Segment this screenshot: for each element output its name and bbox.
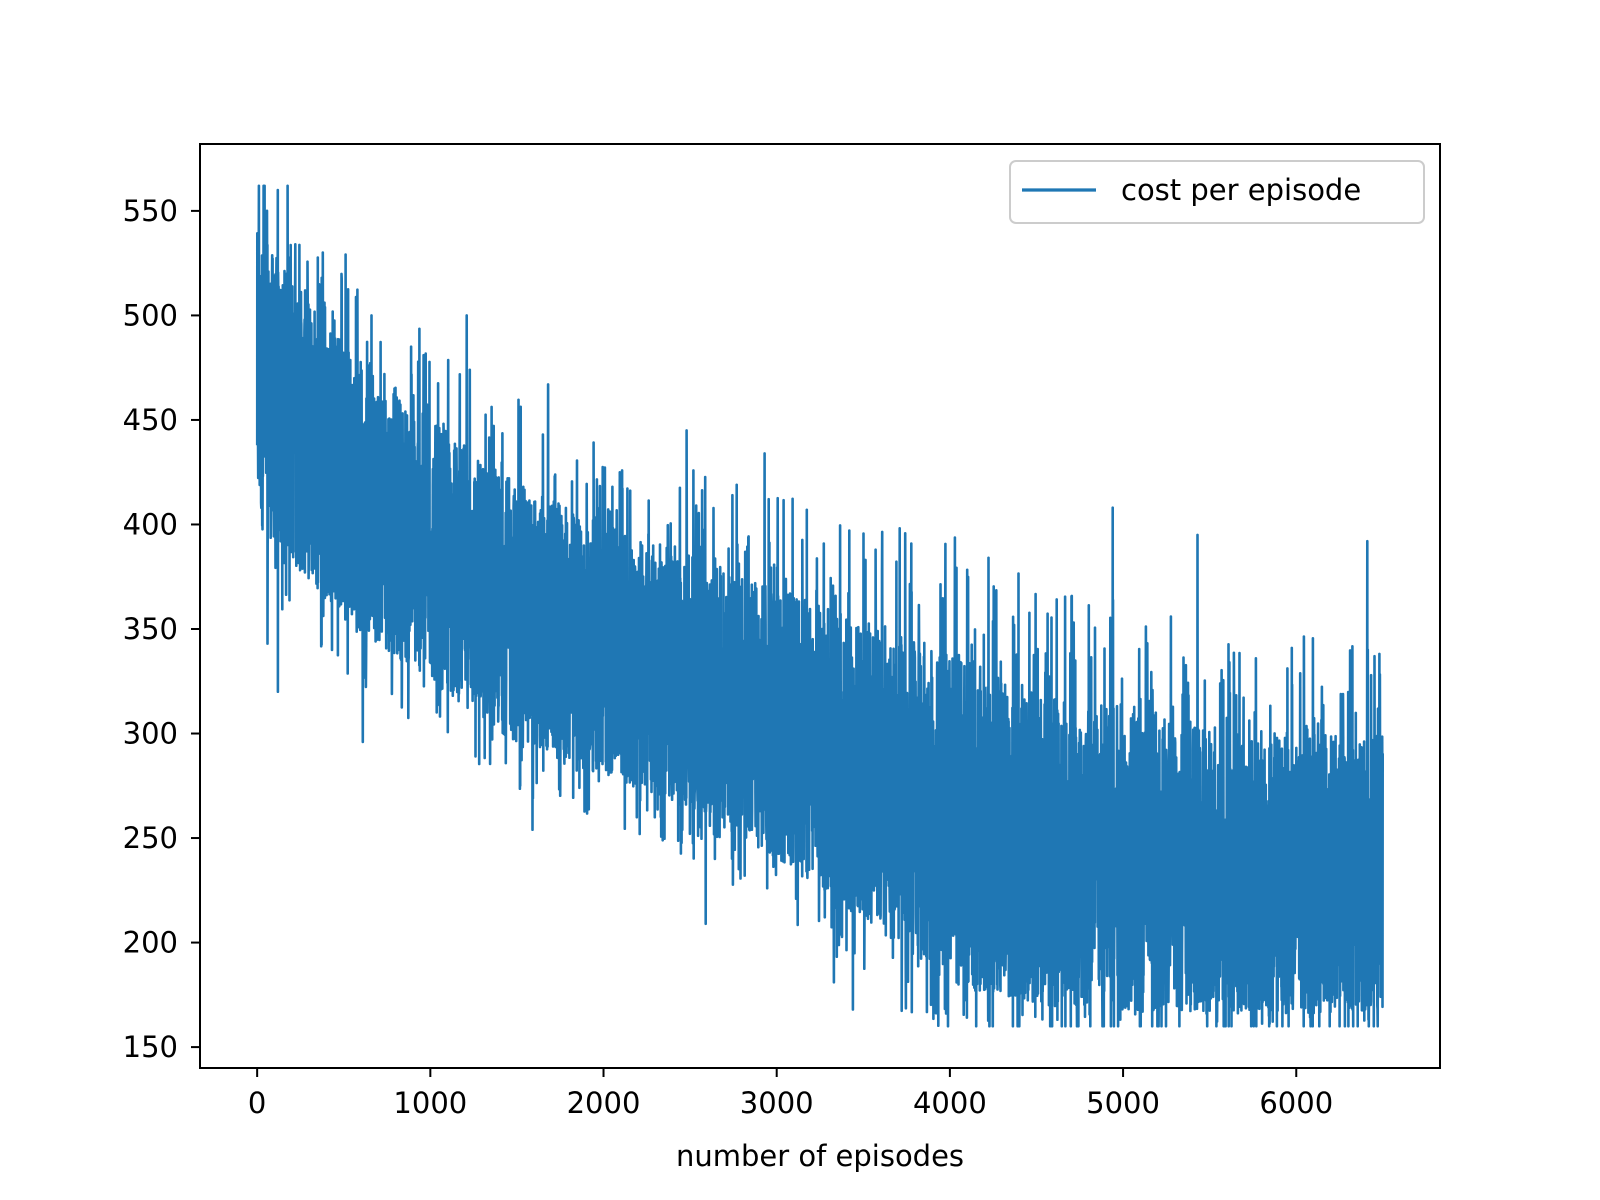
y-tick-label: 450 — [123, 403, 178, 437]
series-line-cost-per-episode — [255, 184, 1384, 1028]
x-tick-label: 4000 — [913, 1086, 987, 1120]
x-tick-label: 3000 — [740, 1086, 814, 1120]
y-tick-label: 150 — [123, 1030, 178, 1064]
y-tick-label: 500 — [123, 298, 178, 332]
x-tick-label: 6000 — [1259, 1086, 1333, 1120]
y-tick-label: 250 — [123, 821, 178, 855]
x-axis: 0 1000 2000 3000 4000 5000 6000 — [248, 1068, 1333, 1120]
plot-frame — [199, 143, 1441, 1069]
y-tick-label: 300 — [123, 717, 178, 751]
data-region — [255, 184, 1384, 1028]
x-tick-label: 0 — [248, 1086, 266, 1120]
y-tick-label: 350 — [123, 612, 178, 646]
y-tick-label: 550 — [123, 194, 178, 228]
y-tick-label: 200 — [123, 926, 178, 960]
x-axis-label: number of episodes — [676, 1139, 964, 1173]
legend-box — [1009, 160, 1425, 224]
y-tick-label: 400 — [123, 507, 178, 541]
y-axis: 150 200 250 300 350 400 450 500 550 — [123, 194, 200, 1064]
legend: cost per episode — [1009, 160, 1425, 224]
x-tick-label: 1000 — [393, 1086, 467, 1120]
x-tick-label: 5000 — [1086, 1086, 1160, 1120]
x-tick-label: 2000 — [567, 1086, 641, 1120]
legend-label-cost-per-episode: cost per episode — [1121, 173, 1361, 207]
